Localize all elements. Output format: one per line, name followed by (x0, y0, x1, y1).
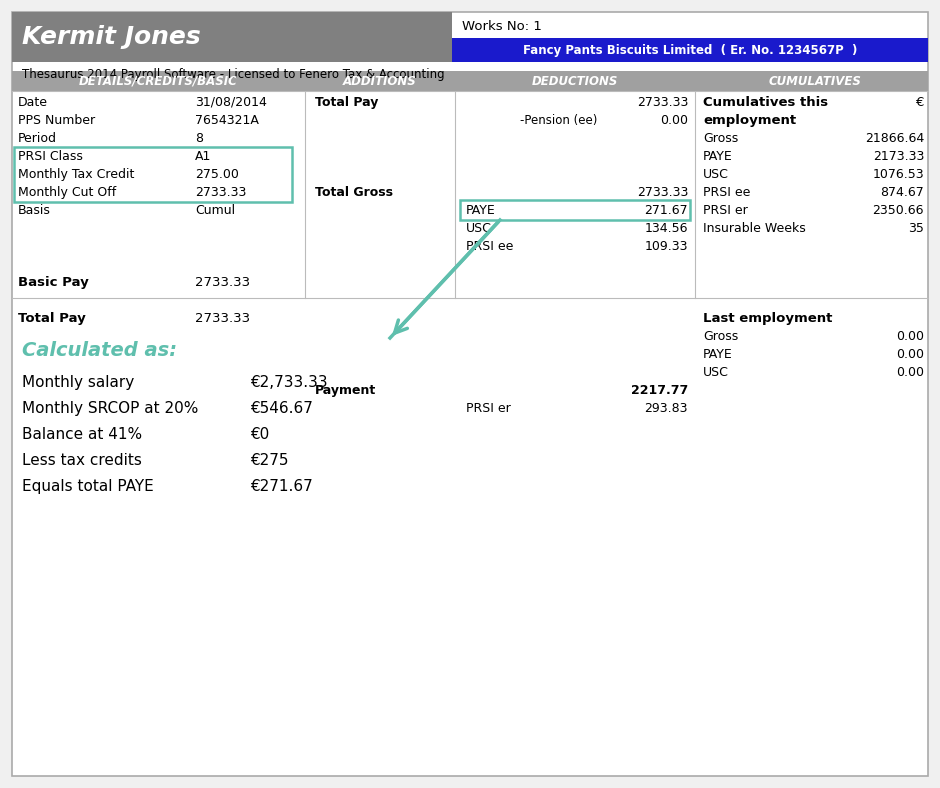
Bar (14, 147, 292, 202)
Text: DETAILS/CREDITS/BASIC: DETAILS/CREDITS/BASIC (79, 75, 238, 87)
Text: A1: A1 (195, 150, 212, 162)
Bar (12, 12, 452, 62)
Text: Basic Pay: Basic Pay (18, 276, 88, 288)
Text: 2733.33: 2733.33 (636, 185, 688, 199)
Text: Kermit Jones: Kermit Jones (22, 25, 201, 49)
Text: PRSI er: PRSI er (703, 203, 747, 217)
Text: PRSI Class: PRSI Class (18, 150, 83, 162)
Text: Total Pay: Total Pay (315, 95, 379, 109)
Text: €0: €0 (250, 426, 269, 441)
Text: Basis: Basis (18, 203, 51, 217)
Text: €546.67: €546.67 (250, 400, 313, 415)
Text: 0.00: 0.00 (896, 348, 924, 360)
Text: 2733.33: 2733.33 (195, 276, 250, 288)
Text: Last employment: Last employment (703, 311, 833, 325)
Text: Monthly SRCOP at 20%: Monthly SRCOP at 20% (22, 400, 198, 415)
Text: 874.67: 874.67 (880, 185, 924, 199)
Text: 21866.64: 21866.64 (865, 132, 924, 144)
Text: PAYE: PAYE (703, 348, 733, 360)
Text: PPS Number: PPS Number (18, 113, 95, 127)
Text: Balance at 41%: Balance at 41% (22, 426, 142, 441)
Text: 109.33: 109.33 (645, 240, 688, 252)
Text: USC: USC (703, 366, 728, 378)
Text: 2733.33: 2733.33 (195, 311, 250, 325)
Text: USC: USC (466, 221, 492, 235)
Text: Monthly Tax Credit: Monthly Tax Credit (18, 168, 134, 180)
Text: Monthly salary: Monthly salary (22, 374, 134, 389)
Text: 0.00: 0.00 (660, 113, 688, 127)
Text: Calculated as:: Calculated as: (22, 340, 177, 359)
Text: 134.56: 134.56 (645, 221, 688, 235)
Text: 275.00: 275.00 (195, 168, 239, 180)
Text: 2173.33: 2173.33 (872, 150, 924, 162)
Text: 1076.53: 1076.53 (872, 168, 924, 180)
Text: Payment: Payment (315, 384, 376, 396)
Text: 2733.33: 2733.33 (636, 95, 688, 109)
Bar (452, 38, 928, 62)
Text: €271.67: €271.67 (250, 478, 313, 493)
Text: 2733.33: 2733.33 (195, 185, 246, 199)
Text: Gross: Gross (703, 132, 738, 144)
Text: 0.00: 0.00 (896, 366, 924, 378)
Bar (12, 71, 928, 91)
Text: Monthly Cut Off: Monthly Cut Off (18, 185, 117, 199)
Text: 8: 8 (195, 132, 203, 144)
Text: 271.67: 271.67 (645, 203, 688, 217)
Text: PRSI ee: PRSI ee (466, 240, 513, 252)
Text: Less tax credits: Less tax credits (22, 452, 142, 467)
Text: Period: Period (18, 132, 57, 144)
Text: employment: employment (703, 113, 796, 127)
Text: Works No: 1: Works No: 1 (462, 20, 541, 32)
Text: €: € (916, 95, 924, 109)
Text: ADDITIONS: ADDITIONS (343, 75, 416, 87)
Text: 2350.66: 2350.66 (872, 203, 924, 217)
Text: Total Gross: Total Gross (315, 185, 393, 199)
Text: PRSI ee: PRSI ee (703, 185, 750, 199)
Text: PAYE: PAYE (466, 203, 495, 217)
Text: Thesaurus 2014 Payroll Software - Licensed to Fenero Tax & Accounting: Thesaurus 2014 Payroll Software - Licens… (22, 68, 445, 80)
Text: Fancy Pants Biscuits Limited  ( Er. No. 1234567P  ): Fancy Pants Biscuits Limited ( Er. No. 1… (523, 43, 857, 57)
Text: 2217.77: 2217.77 (631, 384, 688, 396)
Text: €2,733.33: €2,733.33 (250, 374, 328, 389)
Text: PAYE: PAYE (703, 150, 733, 162)
Text: DEDUCTIONS: DEDUCTIONS (532, 75, 619, 87)
Text: Equals total PAYE: Equals total PAYE (22, 478, 154, 493)
Text: Cumul: Cumul (195, 203, 235, 217)
Text: USC: USC (703, 168, 728, 180)
Bar (460, 200, 690, 220)
Text: 0.00: 0.00 (896, 329, 924, 343)
Text: PRSI er: PRSI er (466, 402, 510, 414)
Text: Gross: Gross (703, 329, 738, 343)
Text: Cumulatives this: Cumulatives this (703, 95, 828, 109)
Text: 31/08/2014: 31/08/2014 (195, 95, 267, 109)
Text: 35: 35 (908, 221, 924, 235)
Text: Date: Date (18, 95, 48, 109)
Text: CUMULATIVES: CUMULATIVES (769, 75, 861, 87)
Text: Total Pay: Total Pay (18, 311, 86, 325)
Text: Insurable Weeks: Insurable Weeks (703, 221, 806, 235)
Text: -Pension (ee): -Pension (ee) (520, 113, 598, 127)
Text: 7654321A: 7654321A (195, 113, 258, 127)
Text: €275: €275 (250, 452, 289, 467)
Text: 293.83: 293.83 (645, 402, 688, 414)
